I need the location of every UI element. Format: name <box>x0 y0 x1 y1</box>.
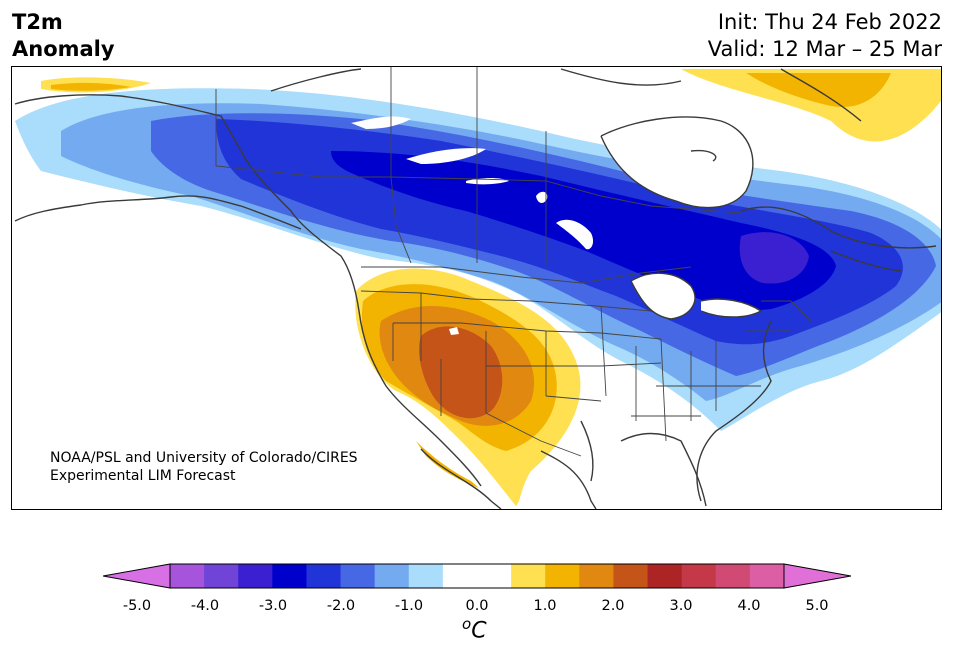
colorbar-tick-label: 2.0 <box>601 598 625 614</box>
colorbar-tick-label: 4.0 <box>737 598 761 614</box>
map-title: T2m Anomaly <box>12 9 115 63</box>
colorbar-cell <box>681 564 717 588</box>
colorbar-frame <box>169 563 785 589</box>
colorbar-cell <box>204 564 239 588</box>
init-date: Init: Thu 24 Feb 2022 <box>717 10 942 34</box>
colorbar-cell <box>579 564 614 588</box>
colorbar-low-arrow <box>103 564 170 588</box>
title-line-2: Anomaly <box>12 37 115 61</box>
colorbar <box>103 563 851 589</box>
colorbar-tick-label: 0.0 <box>465 598 489 614</box>
colorbar-cell <box>511 564 546 588</box>
colorbar-tick-label: -5.0 <box>122 598 152 614</box>
colorbar-cell <box>306 564 342 588</box>
colorbar-cell <box>238 564 273 588</box>
valid-range: Valid: 12 Mar – 25 Mar <box>707 37 942 61</box>
anomaly-map: NOAA/PSL and University of Colorado/CIRE… <box>11 66 942 510</box>
credit-text: NOAA/PSL and University of Colorado/CIRE… <box>50 449 358 485</box>
colorbar-tick-label: -3.0 <box>258 598 288 614</box>
colorbar-cells <box>103 564 851 588</box>
colorbar-cell <box>374 564 410 588</box>
colorbar-cell <box>647 564 683 588</box>
colorbar-ticks: -5.0 -4.0 -3.0 -2.0 -1.0 0.0 1.0 2.0 3.0 4.0 5.0 <box>0 598 953 618</box>
colorbar-cell <box>715 564 751 588</box>
unit-base: C <box>471 618 487 644</box>
colorbar-high-arrow <box>784 564 851 588</box>
title-line-1: T2m <box>12 10 63 34</box>
colorbar-tick-label: 3.0 <box>669 598 693 614</box>
colorbar-tick-label: -2.0 <box>326 598 356 614</box>
unit-label: oC <box>462 615 487 643</box>
colorbar-cell <box>340 564 376 588</box>
forecast-dates: Init: Thu 24 Feb 2022 Valid: 12 Mar – 25… <box>708 9 942 63</box>
colorbar-tick-label: -4.0 <box>190 598 220 614</box>
colorbar-cell <box>442 564 478 588</box>
unit-superscript: o <box>462 615 472 633</box>
colorbar-cell <box>477 564 512 588</box>
map-canvas <box>14 67 941 509</box>
colorbar-cell <box>170 564 205 588</box>
colorbar-cell <box>749 564 785 588</box>
colorbar-cell <box>545 564 580 588</box>
colorbar-cell <box>408 564 444 588</box>
colorbar-cell <box>613 564 649 588</box>
colorbar-tick-label: -1.0 <box>394 598 424 614</box>
credit-line-1: NOAA/PSL and University of Colorado/CIRE… <box>50 450 358 466</box>
colorbar-tick-label: 1.0 <box>533 598 557 614</box>
political-borders <box>215 67 812 457</box>
coastlines <box>14 68 937 509</box>
colorbar-tick-label: 5.0 <box>805 598 829 614</box>
colorbar-cell <box>272 564 307 588</box>
credit-line-2: Experimental LIM Forecast <box>50 468 236 484</box>
warm-anomaly-layer <box>41 69 941 506</box>
